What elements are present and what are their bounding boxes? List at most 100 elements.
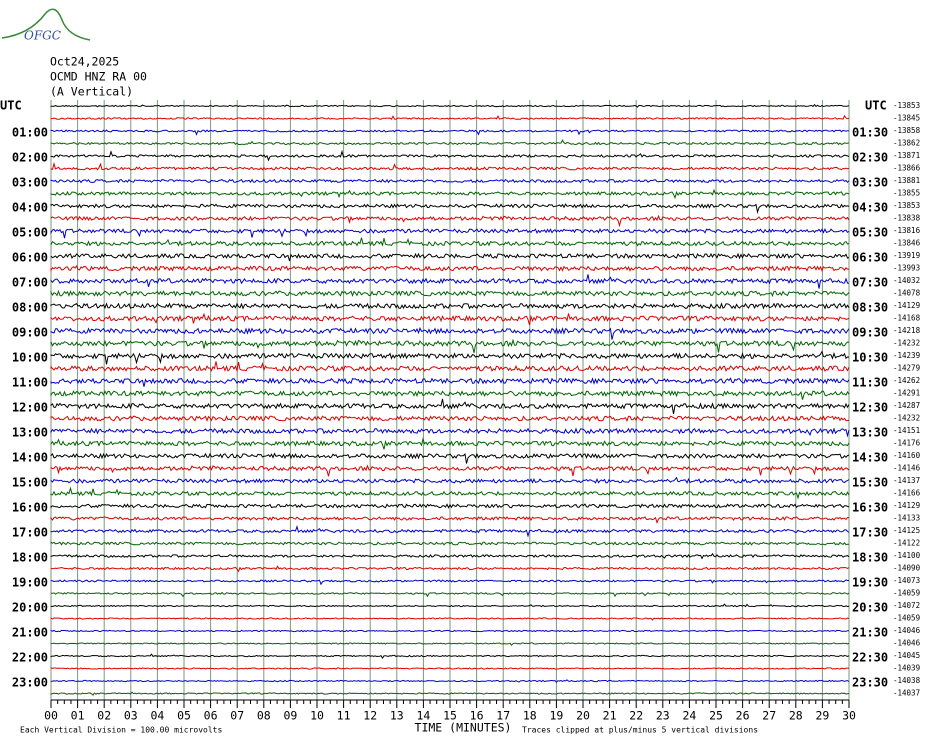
trace: [50, 114, 850, 120]
half-hour-label: 19:30: [852, 576, 888, 590]
trace: [50, 103, 850, 108]
x-tick-label: 15: [443, 709, 457, 723]
half-hour-label: 20:30: [852, 601, 888, 615]
x-tick-label: 21: [603, 709, 617, 723]
trace-offset: -14160: [893, 451, 921, 460]
trace-offset: -14133: [893, 514, 920, 523]
scale-note: Each Vertical Division = 100.00 microvol…: [20, 726, 222, 735]
trace-offset: -14262: [893, 376, 920, 385]
trace: [50, 237, 850, 247]
hour-label: 06:00: [12, 251, 48, 265]
trace-offset: -14078: [893, 289, 921, 298]
hour-label: 19:00: [12, 576, 48, 590]
trace-offset: -13845: [893, 114, 920, 123]
half-hour-label: 07:30: [852, 276, 888, 290]
trace-offset: -13993: [893, 264, 920, 273]
station: OCMD HNZ RA 00: [50, 70, 147, 84]
x-tick-label: 26: [736, 709, 750, 723]
half-hour-label: 22:30: [852, 651, 888, 665]
component: (A Vertical): [50, 85, 133, 99]
trace-offset: -14073: [893, 576, 920, 585]
x-tick-label: 03: [124, 709, 138, 723]
trace: [50, 350, 850, 365]
hour-label: 11:00: [12, 376, 48, 390]
trace-offset: -14125: [893, 526, 920, 535]
trace-offset: -14218: [893, 326, 921, 335]
trace: [50, 326, 850, 340]
trace: [50, 338, 850, 354]
trace: [50, 516, 850, 524]
x-tick-label: 28: [789, 709, 803, 723]
x-tick-label: 07: [230, 709, 244, 723]
trace-offset: -14100: [893, 551, 921, 560]
logo-text: OFGC: [24, 29, 61, 43]
hour-label: 10:00: [12, 351, 48, 365]
trace-offset: -14129: [893, 301, 920, 310]
hour-label: 05:00: [12, 226, 48, 240]
x-tick-label: 00: [44, 709, 58, 723]
trace: [50, 452, 850, 464]
trace: [50, 486, 850, 500]
x-tick-label: 01: [71, 709, 85, 723]
hour-label: 15:00: [12, 476, 48, 490]
hour-label: 14:00: [12, 451, 48, 465]
trace: [50, 203, 850, 215]
trace-offset: -14090: [893, 564, 921, 573]
x-tick-label: 14: [416, 709, 430, 723]
trace-offset: -13855: [893, 189, 920, 198]
trace: [50, 312, 850, 326]
x-tick-label: 29: [815, 709, 829, 723]
half-hour-label: 06:30: [852, 251, 888, 265]
trace: [50, 541, 850, 546]
hour-label: 21:00: [12, 626, 48, 640]
trace: [50, 464, 850, 477]
half-hour-label: 04:30: [852, 201, 888, 215]
hour-label: 17:00: [12, 526, 48, 540]
trace-offset: -14239: [893, 351, 920, 360]
trace: [50, 129, 850, 136]
trace-offset: -14039: [893, 664, 920, 673]
half-hour-label: 12:30: [852, 401, 888, 415]
trace: [50, 427, 850, 438]
trace: [50, 377, 850, 387]
trace-offset: -14122: [893, 539, 920, 548]
trace-offset: -13846: [893, 239, 921, 248]
trace-offset: -14059: [893, 614, 920, 623]
trace-offset: -14129: [893, 501, 920, 510]
trace: [50, 139, 850, 146]
trace-offset: -13853: [893, 201, 920, 210]
half-hour-label: 15:30: [852, 476, 888, 490]
x-tick-label: 02: [97, 709, 111, 723]
x-tick-label: 24: [682, 709, 696, 723]
trace: [50, 579, 849, 586]
hour-label: 09:00: [12, 326, 48, 340]
half-hour-label: 02:30: [852, 151, 888, 165]
trace: [50, 476, 850, 484]
half-hour-label: 11:30: [852, 376, 888, 390]
trace: [50, 252, 850, 262]
trace-offset: -14232: [893, 339, 920, 348]
half-hour-label: 13:30: [852, 426, 888, 440]
trace: [50, 629, 850, 633]
trace: [50, 503, 850, 509]
x-tick-label: 22: [629, 709, 643, 723]
x-tick-label: 09: [283, 709, 297, 723]
trace: [50, 149, 850, 162]
trace-offset: -14137: [893, 476, 920, 485]
trace: [50, 228, 850, 239]
trace: [50, 390, 850, 400]
x-tick-label: 20: [576, 709, 590, 723]
x-tick-label: 19: [549, 709, 563, 723]
trace-offset: -13862: [893, 139, 920, 148]
trace-offset: -14166: [893, 489, 921, 498]
date: Oct24,2025: [50, 55, 119, 69]
hour-label: 20:00: [12, 601, 48, 615]
trace: [50, 361, 850, 373]
half-hour-label: 14:30: [852, 451, 888, 465]
trace-offset: -14168: [893, 314, 921, 323]
trace: [50, 667, 850, 670]
x-tick-label: 13: [390, 709, 404, 723]
trace-offset: -14151: [893, 426, 920, 435]
trace-offset: -13881: [893, 176, 920, 185]
trace-offset: -14038: [893, 676, 921, 685]
